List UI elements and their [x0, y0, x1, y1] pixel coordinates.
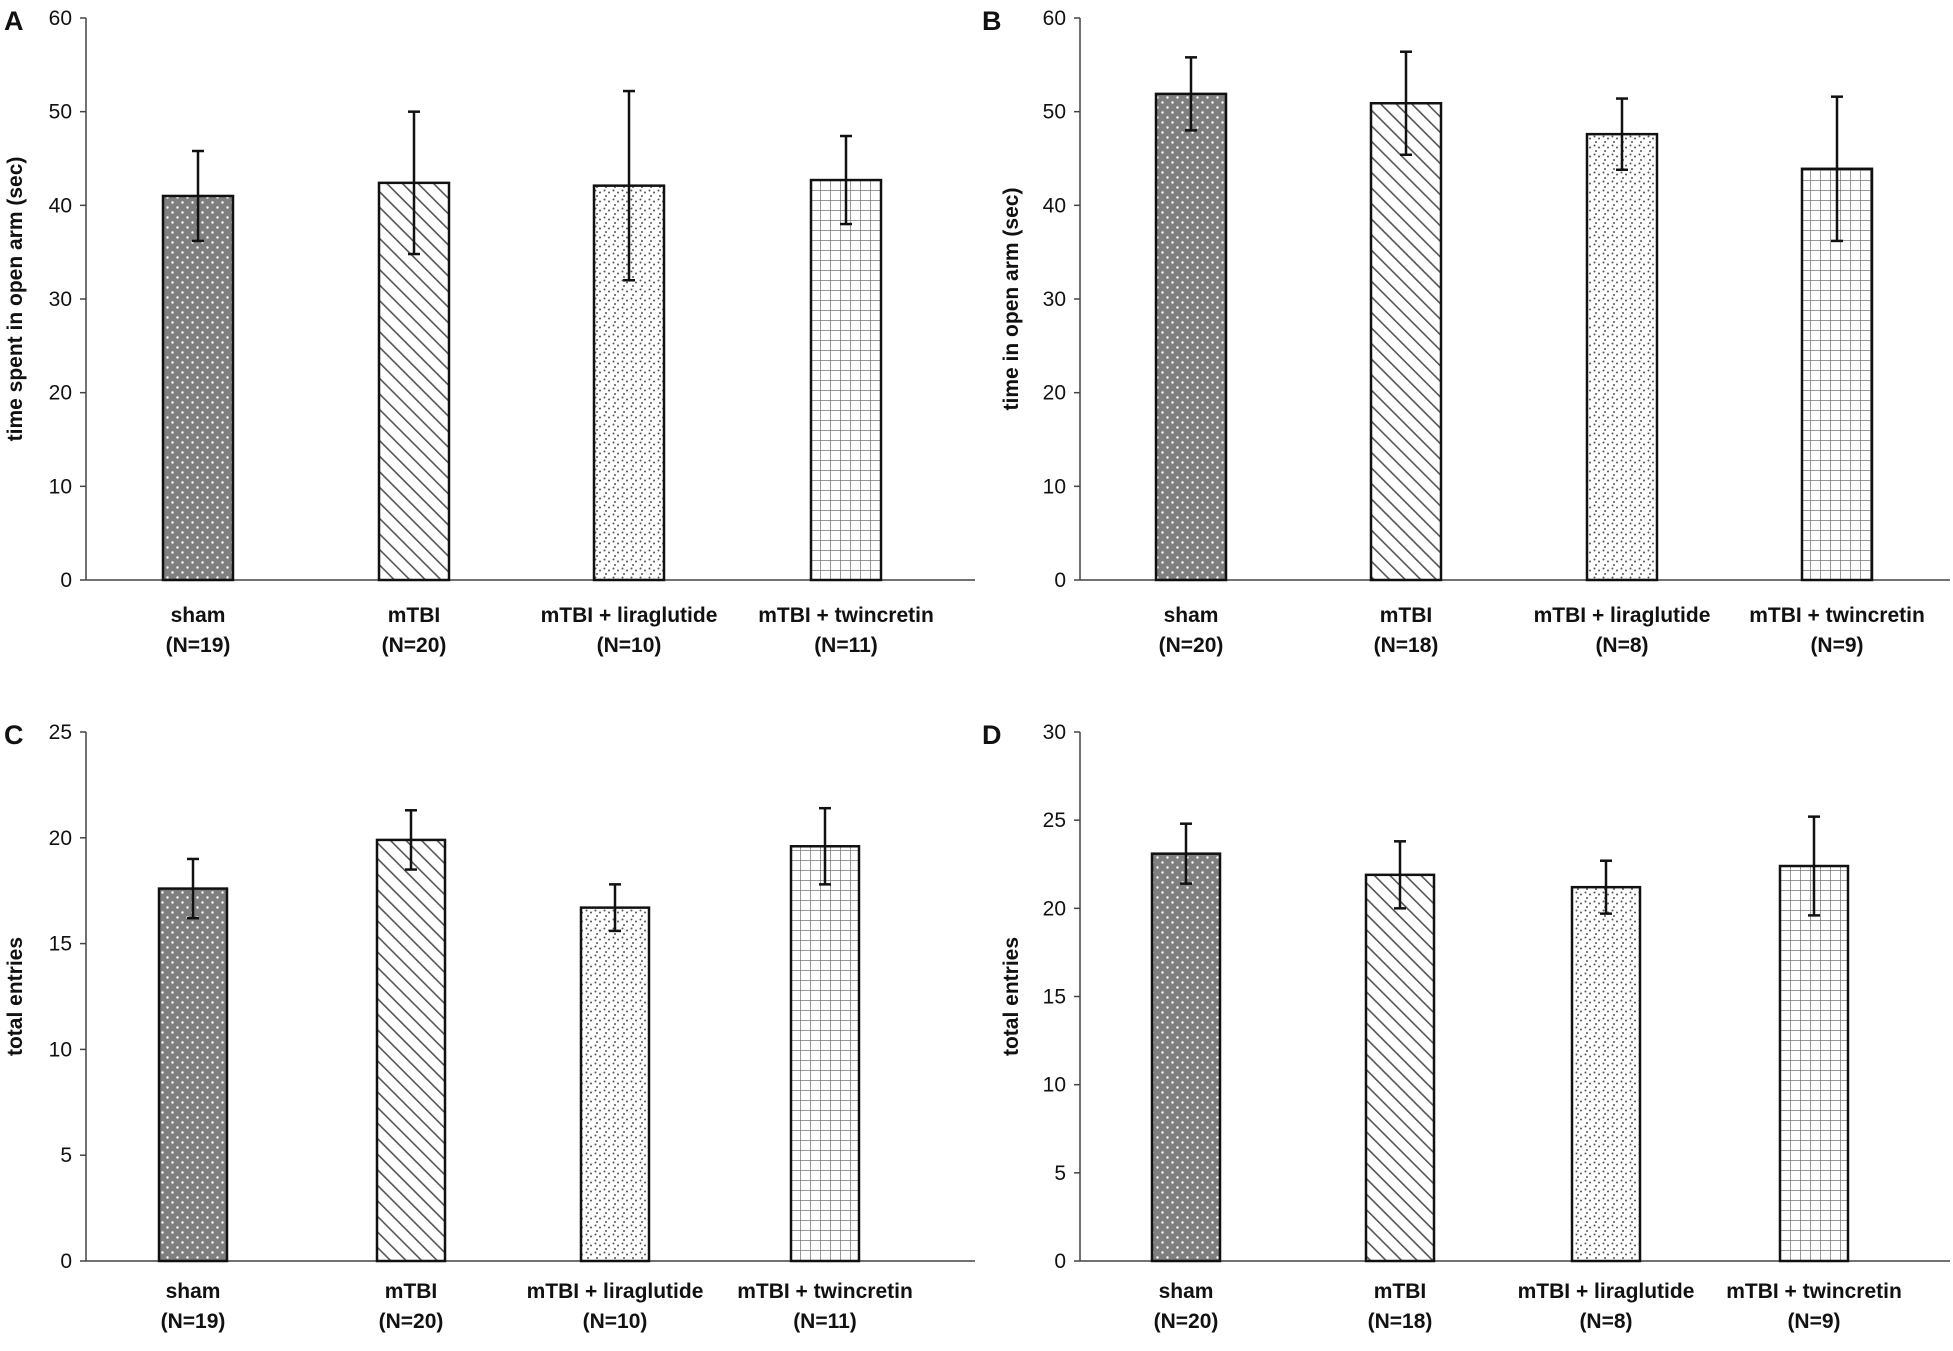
category-label: sham	[1164, 604, 1219, 627]
category-n-label: (N=11)	[793, 1310, 857, 1333]
panel-d: D 0 5 10 15 20 25 30 total entries sham (N=20) mTBI…	[982, 720, 1950, 1333]
y-tick-label: 60	[1043, 7, 1066, 30]
category-n-label: (N=19)	[166, 634, 231, 657]
y-tick-label: 40	[1043, 194, 1066, 217]
panel-label: A	[4, 6, 24, 36]
panel-label: C	[4, 720, 24, 750]
panel-a: A 0 10 20 30 40 50 60 time spent in open arm (se…	[4, 6, 975, 657]
y-axis-title: total entries	[1000, 937, 1023, 1056]
bar-mtbi-twincretin	[1778, 864, 1850, 1263]
y-tick-label: 15	[49, 933, 72, 956]
category-label: sham	[166, 1280, 221, 1303]
category-n-label: (N=20)	[379, 1310, 444, 1333]
category-label: mTBI + liraglutide	[1534, 604, 1711, 627]
category-n-label: (N=10)	[597, 634, 662, 657]
category-label: mTBI	[1374, 1280, 1427, 1303]
category-n-label: (N=9)	[1787, 1310, 1840, 1333]
y-tick-label: 20	[49, 382, 72, 405]
category-label: mTBI	[1380, 604, 1433, 627]
bar-mtbi-liraglutide	[1585, 132, 1659, 582]
y-tick-label: 20	[49, 827, 72, 850]
y-tick-label: 50	[49, 101, 72, 124]
category-n-label: (N=8)	[1579, 1310, 1632, 1333]
panel-label: B	[982, 6, 1002, 36]
category-n-label: (N=18)	[1368, 1310, 1433, 1333]
y-tick-label: 20	[1043, 382, 1066, 405]
bar-mtbi-twincretin	[809, 178, 883, 582]
category-n-label: (N=8)	[1595, 634, 1648, 657]
y-tick-label: 0	[1054, 1250, 1066, 1273]
y-tick-label: 5	[1054, 1162, 1066, 1185]
y-axis-title: time in open arm (sec)	[1000, 188, 1023, 411]
category-label: mTBI + liraglutide	[1518, 1280, 1695, 1303]
category-label: mTBI	[388, 604, 441, 627]
y-tick-label: 30	[49, 288, 72, 311]
category-label: sham	[171, 604, 226, 627]
bar-mtbi	[375, 838, 447, 1263]
y-tick-label: 60	[49, 7, 72, 30]
y-axis-title: total entries	[4, 937, 27, 1056]
category-label: mTBI + twincretin	[737, 1280, 913, 1303]
category-n-label: (N=11)	[814, 634, 878, 657]
category-label: sham	[1159, 1280, 1214, 1303]
y-tick-label: 25	[1043, 809, 1066, 832]
bar-sham	[1154, 92, 1228, 582]
bar-mtbi-twincretin	[789, 845, 861, 1263]
category-n-label: (N=19)	[161, 1310, 226, 1333]
y-tick-label: 20	[1043, 897, 1066, 920]
bar-mtbi	[1369, 101, 1443, 582]
y-tick-label: 5	[60, 1144, 72, 1167]
y-tick-label: 25	[49, 721, 72, 744]
category-label: mTBI	[385, 1280, 438, 1303]
bar-mtbi-liraglutide	[579, 906, 651, 1263]
category-label: mTBI + liraglutide	[527, 1280, 704, 1303]
category-n-label: (N=10)	[583, 1310, 648, 1333]
y-tick-label: 0	[60, 569, 72, 592]
y-tick-label: 30	[1043, 721, 1066, 744]
category-n-label: (N=9)	[1810, 634, 1863, 657]
bar-sham	[161, 194, 235, 582]
y-tick-label: 30	[1043, 288, 1066, 311]
category-label: mTBI + twincretin	[758, 604, 934, 627]
category-n-label: (N=18)	[1374, 634, 1439, 657]
panel-b: B 0 10 20 30 40 50 60 time in open arm (sec) sham…	[982, 6, 1950, 657]
category-label: mTBI + twincretin	[1726, 1280, 1902, 1303]
y-tick-label: 10	[49, 1038, 72, 1061]
bar-mtbi-liraglutide	[1570, 885, 1642, 1263]
bar-sham	[1150, 852, 1222, 1263]
y-tick-label: 10	[49, 475, 72, 498]
bar-sham	[157, 887, 229, 1263]
bar-mtbi	[1364, 873, 1436, 1263]
y-tick-label: 10	[1043, 475, 1066, 498]
panel-label: D	[982, 720, 1002, 750]
category-n-label: (N=20)	[1154, 1310, 1219, 1333]
category-n-label: (N=20)	[1159, 634, 1224, 657]
y-tick-label: 0	[60, 1250, 72, 1273]
y-tick-label: 50	[1043, 101, 1066, 124]
y-tick-label: 15	[1043, 986, 1066, 1009]
y-axis-title: time spent in open arm (sec)	[4, 157, 27, 442]
y-tick-label: 10	[1043, 1074, 1066, 1097]
category-label: mTBI + twincretin	[1749, 604, 1925, 627]
y-tick-label: 40	[49, 194, 72, 217]
panel-c: C 0 5 10 15 20 25 total entries sham (N=19) mTBI (N…	[4, 720, 975, 1333]
category-label: mTBI + liraglutide	[541, 604, 718, 627]
y-tick-label: 0	[1054, 569, 1066, 592]
category-n-label: (N=20)	[382, 634, 447, 657]
